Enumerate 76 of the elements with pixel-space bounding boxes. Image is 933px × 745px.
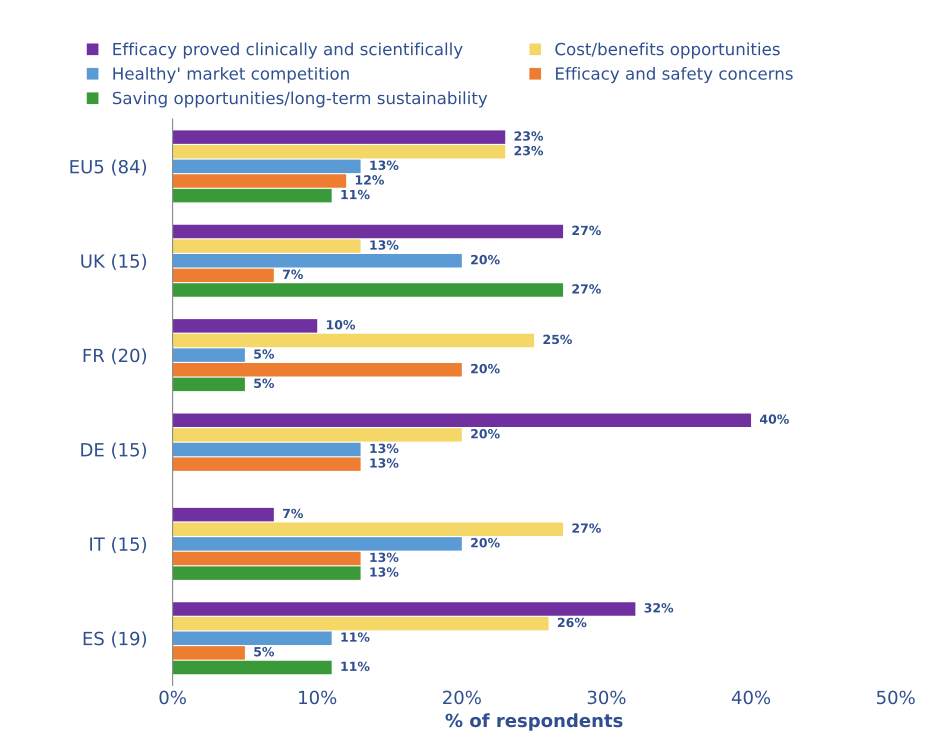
data-label: 23% <box>514 146 544 156</box>
data-label: 10% <box>326 320 356 330</box>
data-label: 5% <box>254 378 274 388</box>
data-label: 27% <box>572 523 601 533</box>
data-label: 13% <box>370 240 398 250</box>
bar <box>172 537 462 551</box>
x-tick-label: 50% <box>877 690 915 704</box>
data-label: 26% <box>558 618 586 628</box>
data-label: 20% <box>471 429 500 438</box>
x-tick-label: 0% <box>159 690 186 704</box>
bar <box>172 188 332 202</box>
data-label: 13% <box>370 458 398 468</box>
legend-label: Efficacy proved clinically and scientifically <box>113 42 463 59</box>
bar <box>172 174 346 188</box>
data-label: 13% <box>370 552 398 562</box>
data-label: 27% <box>572 226 601 236</box>
y-tick-label: UK (15) <box>81 254 146 270</box>
bar <box>172 378 245 392</box>
bar <box>172 145 506 158</box>
data-label: 12% <box>356 175 384 185</box>
x-tick-label: 10% <box>299 690 336 704</box>
x-axis-title: % of respondents <box>446 713 622 731</box>
data-label: 7% <box>283 508 303 518</box>
bar <box>172 508 274 522</box>
data-label: 25% <box>543 334 572 344</box>
data-label: 20% <box>471 254 500 264</box>
y-tick-label: EU5 (84) <box>70 160 146 176</box>
data-label: 11% <box>341 662 370 672</box>
bar <box>172 457 361 471</box>
bar <box>172 566 361 580</box>
bar <box>172 552 361 566</box>
bar <box>172 442 361 456</box>
bar <box>172 319 318 333</box>
bar <box>172 283 564 297</box>
data-label: 13% <box>370 567 398 577</box>
data-label: 13% <box>370 160 398 170</box>
legend-label: Efficacy and safety concerns <box>556 66 793 84</box>
data-label: 27% <box>572 284 601 294</box>
x-tick-label: 20% <box>443 690 481 704</box>
bar <box>172 239 361 253</box>
x-tick-label: 40% <box>732 690 770 704</box>
bar <box>172 130 506 144</box>
bar <box>172 268 274 282</box>
bar <box>172 616 549 630</box>
legend-label: Cost/benefits opportunities <box>555 42 780 59</box>
bar <box>172 428 462 442</box>
data-label: 5% <box>254 349 274 359</box>
data-label: 7% <box>283 270 303 280</box>
bar <box>172 160 361 174</box>
y-tick-label: ES (19) <box>84 631 146 648</box>
bar <box>172 602 636 616</box>
y-tick-label: IT (15) <box>90 537 146 554</box>
y-tick-label: DE (15) <box>81 442 146 459</box>
data-label: 5% <box>254 647 274 656</box>
x-tick-label: 30% <box>588 690 626 704</box>
legend-label: Healthy' market competition <box>113 66 349 84</box>
bar <box>172 660 332 674</box>
bar <box>172 334 534 348</box>
data-label: 13% <box>370 444 398 454</box>
y-tick-label: FR (20) <box>84 348 146 364</box>
data-label: 11% <box>341 190 370 200</box>
data-label: 23% <box>514 131 544 141</box>
bar <box>172 414 752 427</box>
data-label: 32% <box>644 603 674 613</box>
bar <box>172 224 564 238</box>
bar <box>172 254 462 268</box>
legend-label: Saving opportunities/long-term sustainability <box>112 91 488 108</box>
bar <box>172 348 245 362</box>
data-label: 40% <box>760 414 789 424</box>
bar <box>172 646 245 660</box>
bar <box>172 363 462 376</box>
bar <box>172 631 332 645</box>
data-label: 11% <box>341 632 370 642</box>
data-label: 20% <box>471 364 500 374</box>
bar <box>172 522 564 536</box>
data-label: 20% <box>471 538 500 548</box>
